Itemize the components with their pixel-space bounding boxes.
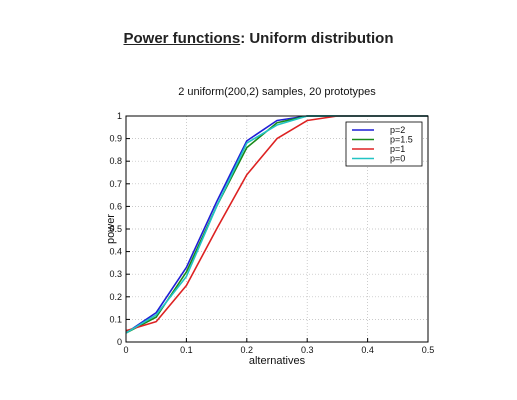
chart-title: 2 uniform(200,2) samples, 20 prototypes	[178, 86, 376, 98]
y-tick-label: 0.9	[109, 134, 122, 144]
y-tick-label: 0.1	[109, 314, 122, 324]
y-tick-label: 0.4	[109, 247, 122, 257]
y-tick-label: 1	[117, 111, 122, 121]
y-tick-label: 0.6	[109, 201, 122, 211]
legend-label: p=1	[390, 144, 405, 154]
y-tick-label: 0.7	[109, 179, 122, 189]
x-tick-label: 0.2	[241, 345, 254, 355]
x-axis-label: alternatives	[249, 355, 306, 367]
legend-label: p=2	[390, 125, 405, 135]
y-axis-label: power	[105, 214, 117, 244]
legend: p=2p=1.5p=1p=0	[345, 121, 423, 167]
x-tick-label: 0.5	[422, 345, 435, 355]
y-tick-label: 0	[117, 337, 122, 347]
x-tick-label: 0	[123, 345, 128, 355]
x-tick-label: 0.1	[180, 345, 193, 355]
legend-label: p=0	[390, 154, 405, 164]
x-tick-label: 0.4	[361, 345, 374, 355]
slide-title-underlined: Power functions	[123, 30, 241, 47]
slide-title: Power functions: Uniform distribution	[0, 30, 517, 47]
legend-label: p=1.5	[390, 135, 413, 145]
x-tick-label: 0.3	[301, 345, 314, 355]
ticks: 0 0.1 0.2 0.3 0.4 0.5 0 0.1 0.2 0.3 0.4 0.5 0.6 0.7 0.…	[109, 111, 434, 355]
y-tick-label: 0.2	[109, 292, 122, 302]
y-tick-label: 0.8	[109, 156, 122, 166]
y-tick-label: 0.3	[109, 269, 122, 279]
slide-title-rest: : Uniform distribution	[240, 30, 394, 47]
y-tick-label: 0.5	[109, 224, 122, 234]
